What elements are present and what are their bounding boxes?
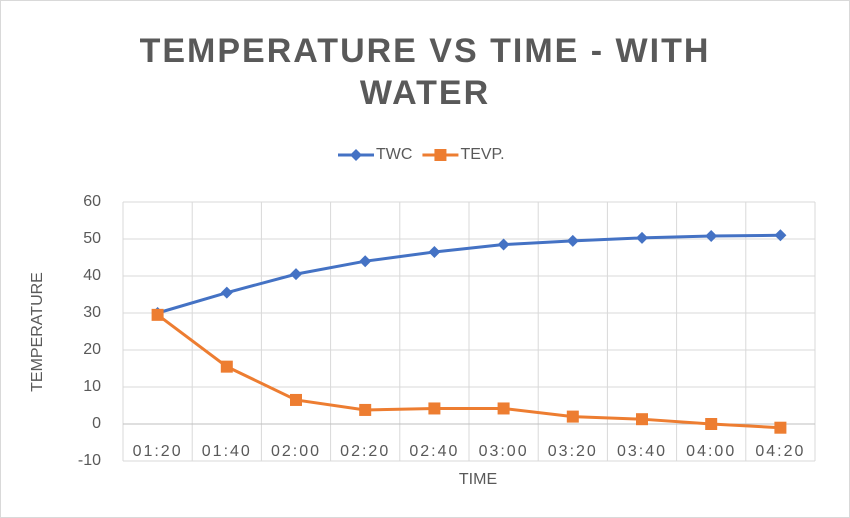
legend-label: TWC (376, 146, 412, 163)
y-tick-label: 40 (83, 267, 101, 284)
x-tick-label: 02:20 (340, 443, 390, 460)
marker (497, 402, 510, 415)
marker (636, 231, 648, 244)
marker (705, 230, 718, 243)
marker (566, 234, 579, 247)
series-line (157, 233, 781, 315)
y-axis-label: TEMPERATURE (29, 272, 46, 392)
marker (151, 308, 164, 321)
marker (359, 403, 372, 416)
x-tick-label: 01:20 (133, 443, 183, 460)
y-tick-label: 30 (83, 304, 101, 321)
x-tick-label: 01:40 (202, 443, 252, 460)
marker (566, 410, 579, 423)
marker (220, 286, 233, 299)
marker (290, 268, 302, 281)
legend-label: TEVP. (460, 146, 504, 163)
x-tick-label: 04:20 (755, 443, 805, 460)
marker (290, 393, 302, 406)
marker (220, 360, 233, 373)
marker (636, 413, 648, 426)
marker (497, 238, 510, 251)
marker (434, 149, 447, 161)
x-tick-label: 04:00 (686, 443, 736, 460)
chart-title: TEMPERATURE VS TIME - WITH WATER (139, 32, 711, 112)
x-tick-label: 03:40 (617, 443, 667, 460)
y-tick-label: 0 (92, 415, 101, 432)
marker (350, 149, 362, 161)
x-tick-label: 02:40 (409, 443, 459, 460)
marker (774, 421, 787, 434)
x-tick-label: 03:20 (548, 443, 598, 460)
x-tick-label: 02:00 (271, 443, 321, 460)
y-tick-label: 20 (83, 341, 101, 358)
marker (359, 255, 372, 268)
x-axis-label: TIME (459, 471, 497, 488)
series-line (156, 313, 781, 430)
marker (774, 229, 787, 242)
y-tick-label: -10 (78, 452, 101, 469)
x-tick-label: 03:00 (479, 443, 529, 460)
marker (428, 402, 441, 415)
y-tick-label: 60 (83, 193, 101, 210)
y-tick-label: 50 (83, 230, 101, 247)
marker (428, 245, 441, 258)
marker (705, 418, 718, 430)
y-tick-label: 10 (83, 378, 101, 395)
